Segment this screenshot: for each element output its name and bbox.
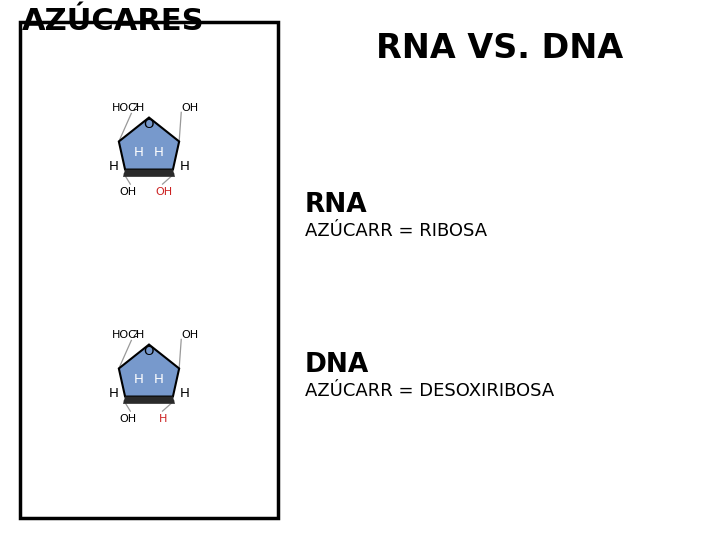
Text: OH: OH [181,330,199,340]
Text: H: H [134,146,144,159]
Text: H: H [179,387,189,400]
Text: H: H [154,146,164,159]
Polygon shape [123,170,175,177]
Text: OH: OH [120,414,137,424]
Text: H: H [109,387,119,400]
Text: 2: 2 [132,330,138,339]
Text: RNA: RNA [305,192,368,218]
Polygon shape [119,118,179,170]
Text: OH: OH [155,187,172,198]
Text: OH: OH [120,187,137,198]
Text: O: O [144,346,154,359]
Text: H: H [159,414,168,424]
Text: HOCH: HOCH [112,330,145,340]
Text: HOCH: HOCH [112,103,145,113]
Text: H: H [134,374,144,387]
Text: 2: 2 [132,103,138,112]
FancyBboxPatch shape [20,22,278,518]
Text: OH: OH [181,103,199,113]
Polygon shape [119,345,179,396]
Text: RNA VS. DNA: RNA VS. DNA [377,32,624,65]
Text: AZÚCARR = DESOXIRIBOSA: AZÚCARR = DESOXIRIBOSA [305,382,554,400]
Text: DNA: DNA [305,352,369,378]
Text: O: O [144,118,154,131]
Text: H: H [154,374,164,387]
Text: AZÚCARES: AZÚCARES [22,7,204,36]
Polygon shape [123,396,175,404]
Text: H: H [109,160,119,173]
Text: H: H [179,160,189,173]
Text: AZÚCARR = RIBOSA: AZÚCARR = RIBOSA [305,222,487,240]
